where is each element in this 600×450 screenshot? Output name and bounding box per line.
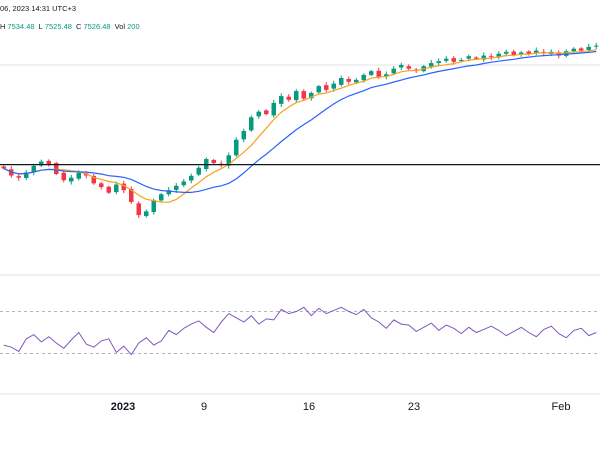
candle-body [301,91,306,99]
x-tick-label: 9 [201,401,207,413]
candle-body [24,172,29,179]
candle-body [16,176,21,178]
candle-body [474,57,479,59]
candle-body [144,211,149,217]
x-tick-label: 16 [303,401,315,413]
x-tick-label: 2023 [111,401,135,413]
candle-body [481,55,486,60]
candle-body [114,184,119,193]
candle-body [196,167,201,175]
candle-body [249,117,254,131]
close-label: C [76,22,82,31]
candle-body [241,130,246,140]
candle-body [61,172,66,181]
candle-body [226,155,231,166]
candle-body [331,83,336,89]
candle-body [316,86,321,93]
candle-body [91,175,96,184]
candle-body [466,56,471,59]
candle-body [189,175,194,181]
candle-body [406,66,411,69]
x-axis: 2023 9 16 23 Feb [0,393,600,413]
candle-body [264,110,269,115]
candlesticks [1,42,599,218]
candle-body [399,64,404,68]
candle-body [151,200,156,212]
candle-body [106,186,111,193]
candle-body [354,79,359,83]
candle-body [211,159,216,164]
candle-body [384,74,389,77]
candle-body [54,163,59,174]
x-tick-label: Feb [552,401,571,413]
candle-body [586,46,591,50]
high-label: H [0,22,6,31]
candle-body [1,166,6,169]
candle-body [129,188,134,203]
candle-body [166,190,171,195]
candle-body [429,63,434,67]
candle-body [444,58,449,61]
candle-body [159,194,164,201]
candle-body [99,183,104,188]
low-value: 7525.48 [44,22,72,31]
candle-body [256,111,261,117]
volume-label: Vol [114,22,126,31]
candle-body [76,172,81,179]
rsi-pane [3,306,597,356]
candle-body [451,58,456,62]
high-value: 7534.48 [7,22,35,31]
candle-body [39,161,44,166]
ohlc-header: 06, 2023 14:31 UTC+3 H 7534.48 L 7525.48 C… [0,4,142,31]
candle-body [556,52,561,56]
low-label: L [38,22,43,31]
candle-body [571,48,576,52]
candle-body [489,56,494,58]
candle-body [594,45,599,47]
candle-body [436,61,441,64]
x-tick-label: 23 [408,401,420,413]
candle-body [174,185,179,190]
candle-body [526,51,531,55]
candle-body [279,96,284,104]
grid [0,64,600,354]
candle-body [69,177,74,182]
candle-body [339,78,344,85]
candle-body [136,203,141,216]
candle-body [361,74,366,81]
candle-body [369,71,374,75]
candle-body [459,59,464,61]
rsi-line [3,306,597,356]
candle-body [496,53,501,58]
candle-body [534,50,539,54]
candle-body [376,70,381,77]
candle-body [286,96,291,100]
date-time-label: 06, 2023 14:31 UTC+3 [0,4,77,13]
candle-body [234,139,239,156]
candle-body [504,51,509,54]
candle-body [294,91,299,101]
candle-body [204,159,209,169]
candle-body [579,48,584,51]
candle-body [181,181,186,186]
volume-value: 200 [127,22,140,31]
candle-body [271,102,276,116]
candle-body [346,78,351,82]
candle-body [309,92,314,99]
ma-fast-line [3,49,597,203]
candle-body [324,85,329,90]
ma-slow-line [3,50,597,193]
candle-body [31,165,36,173]
candle-body [46,160,51,165]
close-value: 7526.48 [83,22,111,31]
candle-body [391,68,396,74]
candle-body [121,183,126,191]
candle-body [511,51,516,55]
candle-body [519,52,524,55]
